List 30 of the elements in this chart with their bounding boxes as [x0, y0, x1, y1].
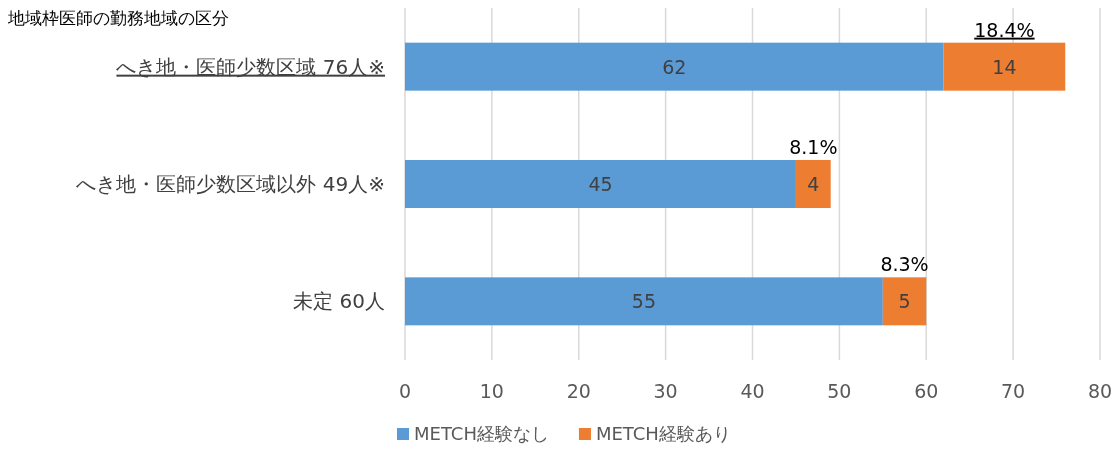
annotation: 8.3% [880, 253, 929, 276]
x-tick-label: 20 [566, 380, 591, 402]
y-tick-label: へき地・医師少数区域 76人※ [116, 54, 385, 79]
x-tick-label: 50 [827, 380, 852, 402]
x-tick-label: 40 [740, 380, 765, 402]
x-tick-label: 10 [479, 380, 504, 402]
annotation: 18.4% [974, 18, 1035, 41]
annotation: 8.1% [789, 136, 838, 158]
y-tick-label: へき地・医師少数区域以外 49人※ [76, 172, 385, 196]
y-axis-title: 地域枠医師の勤務地域の区分 [7, 8, 229, 28]
bar [405, 42, 944, 91]
data-label: 14 [992, 55, 1017, 78]
x-tick-label: 0 [398, 380, 412, 402]
x-tick-label: 60 [914, 380, 939, 402]
y-tick-label: 未定 60人 [293, 289, 385, 314]
bar [795, 160, 831, 208]
x-tick-label: 30 [653, 380, 678, 402]
x-tick-label: 70 [1001, 380, 1026, 402]
data-label: 45 [588, 173, 613, 195]
data-label: 55 [631, 290, 656, 313]
legend-label: METCH経験あり [595, 423, 731, 444]
data-label: 4 [807, 173, 820, 195]
bar [405, 277, 883, 326]
legend-label: METCH経験なし [414, 423, 549, 444]
bar [943, 42, 1066, 91]
data-label: 62 [662, 55, 687, 78]
bar [882, 277, 927, 326]
bar [405, 160, 796, 208]
data-label: 5 [898, 290, 911, 313]
x-tick-label: 80 [1087, 380, 1113, 402]
